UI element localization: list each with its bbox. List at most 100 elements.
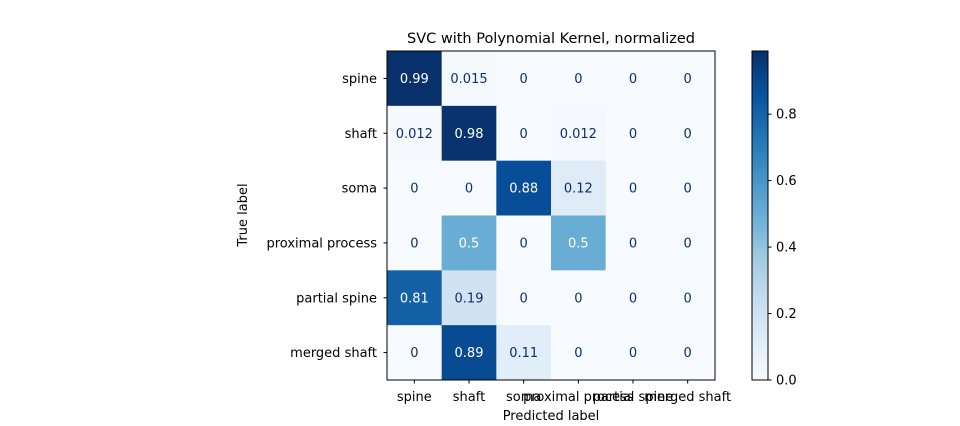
y-tick-label: proximal process: [267, 236, 378, 251]
cell-value-label: 0: [410, 182, 418, 197]
x-tick-label: spine: [397, 390, 432, 405]
cell-value-label: 0.5: [568, 236, 589, 251]
heatmap-cell: [441, 215, 497, 271]
cell-value-label: 0.012: [560, 127, 597, 142]
heatmap-cell: [551, 160, 607, 216]
heatmap-cell: [496, 160, 552, 216]
heatmap-cell: [660, 105, 716, 162]
heatmap-cell: [387, 51, 443, 107]
cell-value-label: 0: [574, 291, 582, 306]
colorbar-tick-label: 0.6: [776, 174, 797, 189]
cell-value-label: 0: [520, 291, 528, 306]
heatmap-cell: [441, 270, 497, 326]
cell-value-label: 0.11: [509, 346, 538, 361]
colorbar-tick-label: 0.0: [776, 374, 797, 389]
heatmap-cells: [387, 51, 716, 381]
heatmap-cell: [496, 325, 552, 381]
heatmap-cell: [441, 105, 497, 162]
heatmap-cell: [441, 51, 497, 107]
heatmap-cell: [605, 215, 661, 271]
cell-value-label: 0: [574, 346, 582, 361]
x-tick-label: partial spine: [593, 390, 674, 405]
heatmap-cell: [660, 51, 716, 107]
cell-value-label: 0: [629, 346, 637, 361]
heatmap-cell: [551, 325, 607, 381]
heatmap-cell: [387, 105, 443, 162]
y-tick-label: partial spine: [296, 291, 377, 306]
y-axis-ticks: spine shaft soma proximal process partial sp…: [267, 72, 387, 361]
heatmap-cell: [496, 215, 552, 271]
cell-value-label: 0.19: [455, 291, 484, 306]
cell-value-label: 0: [684, 182, 692, 197]
cell-value-label: 0.5: [459, 236, 480, 251]
heatmap-cell: [387, 160, 443, 216]
cell-value-label: 0: [410, 346, 418, 361]
heatmap-cell: [605, 160, 661, 216]
heatmap-cell: [551, 51, 607, 107]
y-tick-label: spine: [342, 72, 377, 87]
cell-value-label: 0.015: [450, 72, 487, 87]
cell-value-label: 0: [629, 291, 637, 306]
heatmap-cell: [496, 105, 552, 162]
heatmap-cell: [496, 51, 552, 107]
heatmap-cell: [387, 215, 443, 271]
heatmap-cell: [551, 270, 607, 326]
cell-value-label: 0: [629, 236, 637, 251]
heatmap-cell: [387, 325, 443, 381]
cell-value-label: 0: [684, 236, 692, 251]
chart-title: SVC with Polynomial Kernel, normalized: [407, 31, 695, 47]
cell-value-label: 0: [520, 236, 528, 251]
heatmap-cell: [551, 215, 607, 271]
cell-value-label: 0.12: [564, 182, 593, 197]
heatmap-frame: [386, 50, 716, 381]
heatmap-cell-labels: 0.99 0.015 0 0 0 0 0.012 0.98 0 0.012 0 0 0 0 0.88 0.12…: [396, 72, 692, 361]
heatmap-cell: [660, 215, 716, 271]
y-tick-label: merged shaft: [290, 346, 377, 361]
cell-value-label: 0.98: [455, 127, 484, 142]
y-axis-label: True label: [236, 183, 251, 247]
cell-value-label: 0.81: [400, 291, 429, 306]
cell-value-label: 0.89: [455, 346, 484, 361]
cell-value-label: 0: [629, 127, 637, 142]
cell-value-label: 0: [629, 72, 637, 87]
cell-value-label: 0.99: [400, 72, 429, 87]
cell-value-label: 0: [465, 182, 473, 197]
y-tick-label: shaft: [345, 127, 377, 142]
heatmap-cell: [605, 105, 661, 162]
heatmap-cell: [441, 325, 497, 381]
cell-value-label: 0: [629, 182, 637, 197]
y-tick-label: soma: [342, 182, 377, 197]
heatmap-cell: [660, 270, 716, 326]
x-tick-label: merged shaft: [644, 390, 731, 405]
cell-value-label: 0: [410, 236, 418, 251]
cell-value-label: 0: [684, 72, 692, 87]
cell-value-label: 0.012: [396, 127, 433, 142]
colorbar-tick-label: 0.2: [776, 307, 797, 322]
heatmap-cell: [605, 270, 661, 326]
heatmap-cell: [605, 325, 661, 381]
heatmap-cell: [441, 160, 497, 216]
cell-value-label: 0.88: [509, 182, 538, 197]
heatmap-cell: [496, 270, 552, 326]
colorbar-tick-label: 0.8: [776, 108, 797, 123]
cell-value-label: 0: [684, 127, 692, 142]
cell-value-label: 0: [520, 72, 528, 87]
x-tick-label: proximal process: [523, 390, 634, 405]
heatmap-cell: [551, 105, 607, 162]
heatmap-cell: [660, 325, 716, 381]
colorbar-ticks: 0.0 0.2 0.4 0.6 0.8: [768, 108, 797, 389]
colorbar: [751, 50, 769, 381]
heatmap-cell: [660, 160, 716, 216]
x-axis-label: Predicted label: [503, 409, 600, 424]
colorbar-tick-label: 0.4: [776, 241, 797, 256]
heatmap-cell: [605, 51, 661, 107]
cell-value-label: 0: [684, 346, 692, 361]
cell-value-label: 0: [520, 127, 528, 142]
cell-value-label: 0: [684, 291, 692, 306]
x-tick-label: soma: [506, 390, 541, 405]
x-tick-label: shaft: [453, 390, 485, 405]
heatmap-cell: [387, 270, 443, 326]
cell-value-label: 0: [574, 72, 582, 87]
